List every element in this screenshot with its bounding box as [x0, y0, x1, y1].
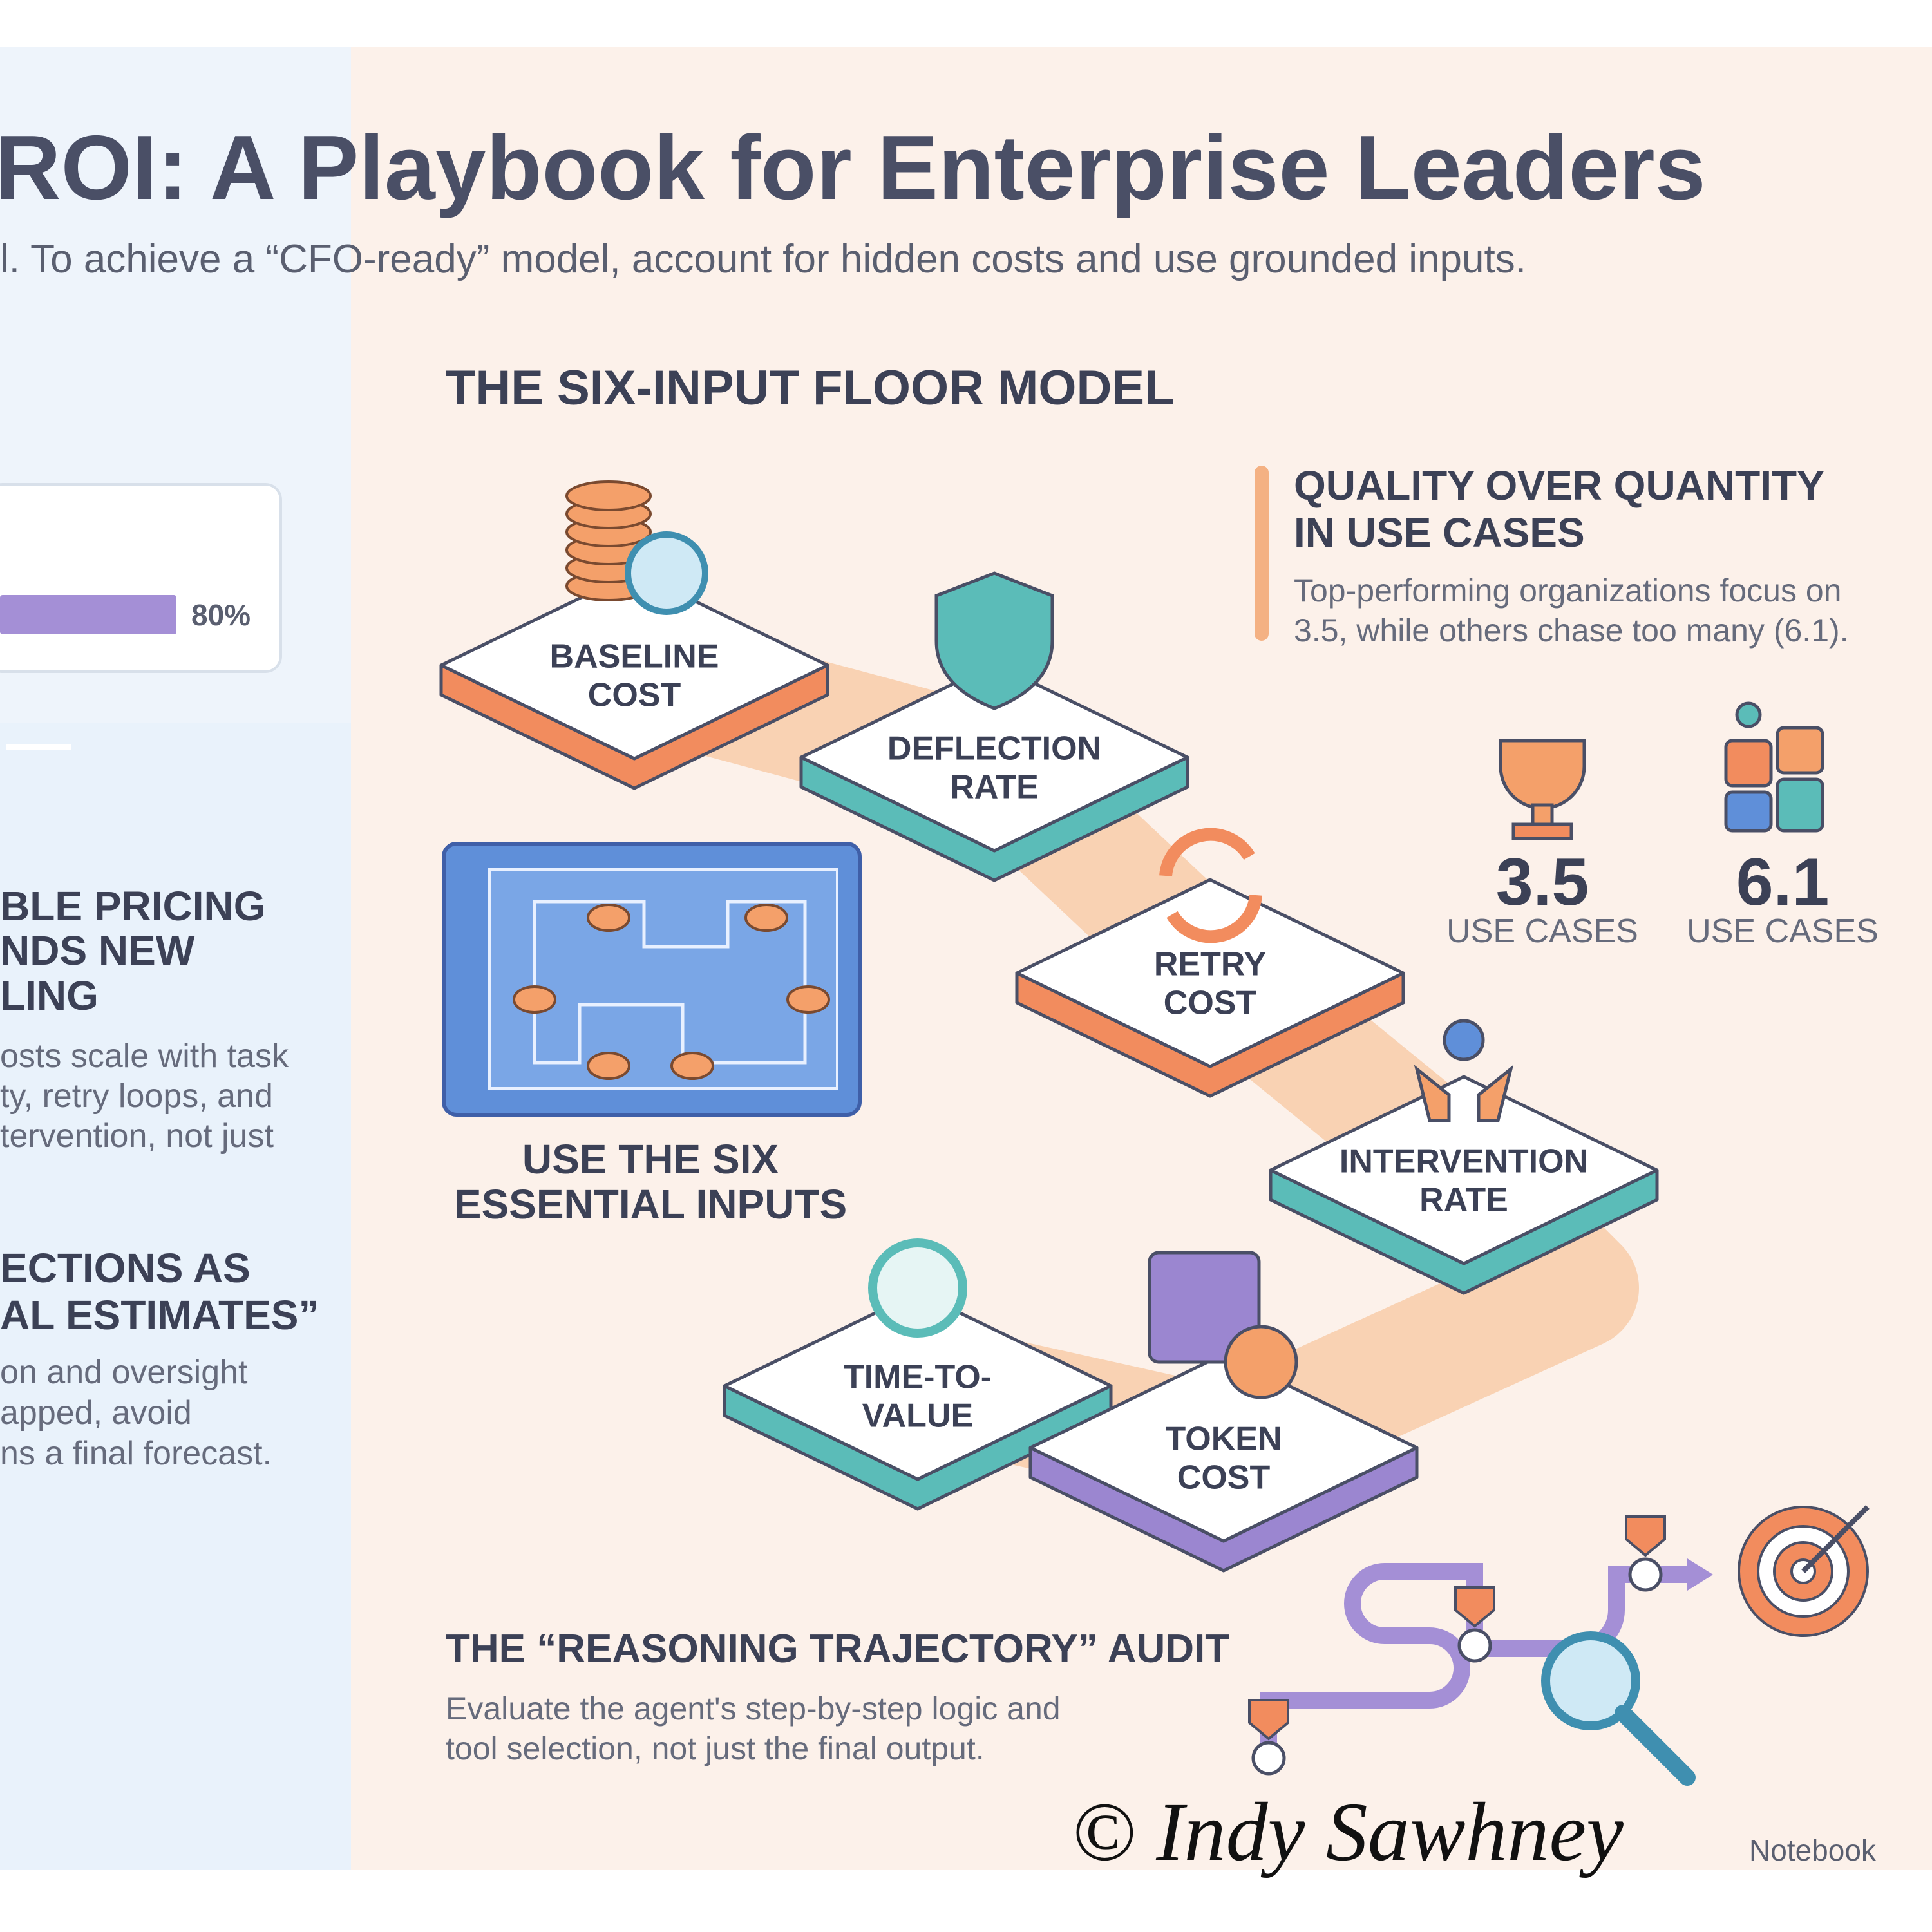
section-heading: ECTIONS AS — [0, 1245, 251, 1291]
coin — [565, 480, 652, 511]
tile-label: BASELINE — [550, 638, 719, 676]
tile-top — [723, 1291, 1113, 1481]
tile-icons — [565, 480, 1514, 1399]
trophy-icon — [1499, 739, 1586, 840]
section-heading: NDS NEW — [0, 927, 195, 974]
clock — [625, 531, 708, 615]
section-heading: LING — [0, 972, 99, 1019]
section-body: tervention, not just — [0, 1117, 274, 1155]
tile-label: INTERVENTION — [1340, 1143, 1588, 1180]
retry-arrows — [1159, 828, 1262, 943]
blueprint — [442, 842, 862, 1117]
section-body: ns a final forecast. — [0, 1435, 272, 1472]
tile-label: COST — [1164, 985, 1257, 1022]
title: ROI: A Playbook for Enterprise Leaders — [0, 117, 1706, 219]
tile-label: DEFLECTION — [887, 730, 1101, 768]
audit-title: THE “REASONING TRAJECTORY” AUDIT — [446, 1627, 1230, 1671]
tiles: BASELINECOSTDEFLECTIONRATERETRYCOSTINTER… — [439, 480, 1659, 1573]
tile-top — [1015, 878, 1405, 1068]
tile-label: TOKEN — [1165, 1421, 1282, 1458]
server — [1148, 1251, 1261, 1364]
tile-top — [439, 570, 829, 761]
tile-label: COST — [1177, 1459, 1271, 1497]
ttv-clock — [868, 1238, 967, 1338]
shield — [934, 571, 1054, 710]
audit-body: tool selection, not just the final outpu… — [446, 1730, 985, 1766]
quality-body: Top-performing organizations focus on — [1294, 573, 1842, 609]
section-heading: BLE PRICING — [0, 883, 266, 929]
stat-label: USE CASES — [1446, 913, 1638, 950]
quality-heading: QUALITY OVER QUANTITY — [1294, 462, 1824, 509]
tile-label: VALUE — [862, 1397, 973, 1435]
stat-label: USE CASES — [1687, 913, 1879, 950]
tile-top — [1028, 1352, 1419, 1543]
tile-label: RATE — [950, 769, 1039, 806]
hands — [1414, 1065, 1514, 1122]
blueprint-label: ESSENTIAL INPUTS — [453, 1181, 848, 1227]
section-body: on and oversight — [0, 1354, 248, 1391]
stat-value: 3.5 — [1495, 845, 1589, 920]
quality-body: 3.5, while others chase too many (6.1). — [1294, 612, 1849, 649]
section-body: ty, retry loops, and — [0, 1077, 273, 1115]
section-body: osts scale with task — [0, 1037, 289, 1075]
accent-bar — [1255, 466, 1269, 641]
tile-top — [799, 662, 1189, 853]
subtitle: l. To achieve a “CFO-ready” model, accou… — [0, 237, 1526, 281]
section-body: apped, avoid — [0, 1394, 192, 1432]
tile-label: RATE — [1419, 1182, 1508, 1219]
stat-card — [0, 483, 282, 673]
signature: © Indy Sawhney — [1072, 1786, 1624, 1879]
audit-body: Evaluate the agent's step-by-step logic … — [446, 1690, 1061, 1727]
gear — [1443, 1019, 1485, 1061]
tile-label: TIME-TO- — [844, 1359, 992, 1396]
trajectory-graphic — [1248, 1505, 1870, 1786]
quality-heading: IN USE CASES — [1294, 509, 1585, 556]
blueprint-label: USE THE SIX — [522, 1136, 779, 1182]
progress-bar — [0, 595, 176, 634]
shapes-icon — [1724, 701, 1824, 833]
tile-top — [1269, 1075, 1659, 1265]
tile-label: COST — [588, 677, 681, 714]
section-heading: AL ESTIMATES” — [0, 1292, 319, 1338]
bar-label: 80% — [191, 598, 251, 632]
tile-label: RETRY — [1154, 946, 1266, 983]
coin-dollar — [1224, 1325, 1298, 1399]
brand: Notebook — [1749, 1833, 1876, 1867]
stat-value: 6.1 — [1736, 845, 1830, 920]
section-title: THE SIX-INPUT FLOOR MODEL — [446, 361, 1175, 415]
